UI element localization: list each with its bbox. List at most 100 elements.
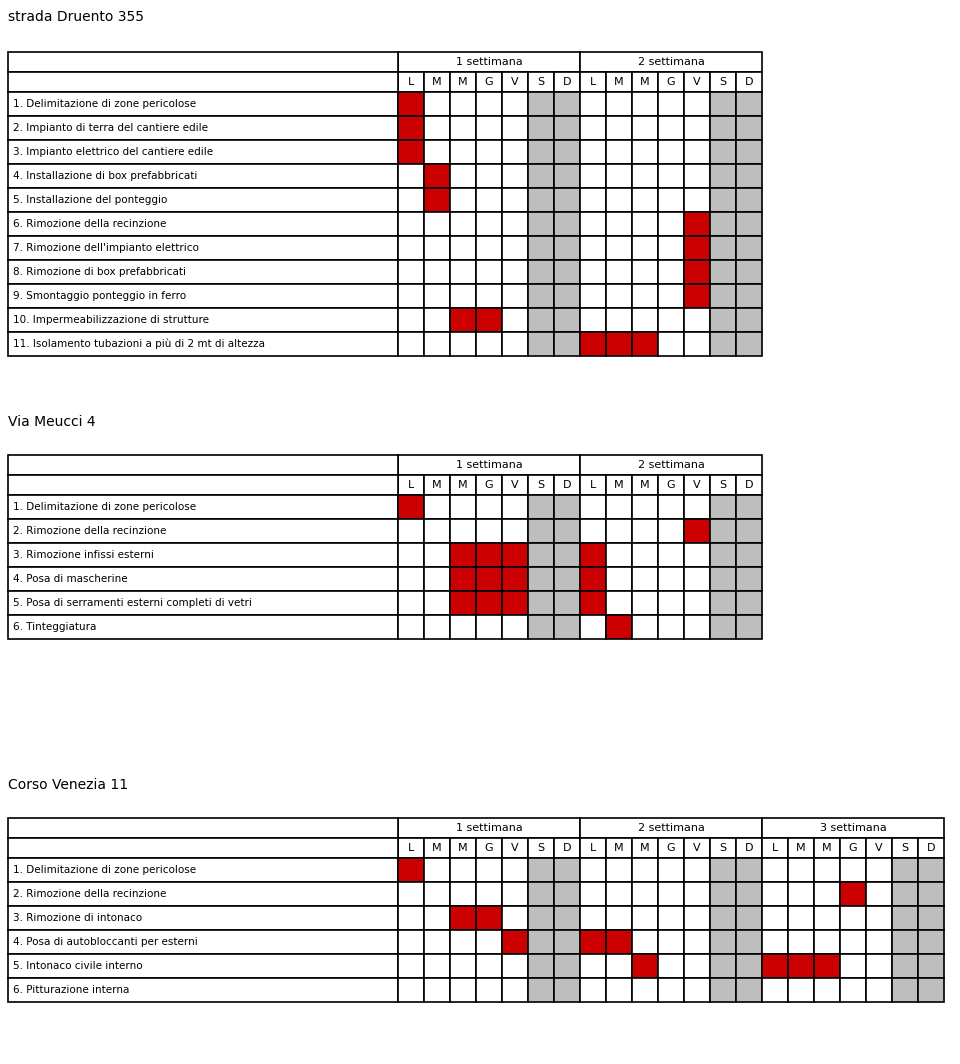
Bar	[606, 188, 632, 212]
Bar	[476, 838, 502, 858]
Bar	[450, 92, 476, 116]
Bar	[710, 567, 736, 591]
Text: G: G	[485, 77, 493, 87]
Text: M: M	[614, 843, 624, 853]
Bar	[8, 307, 398, 332]
Bar	[476, 978, 502, 1002]
Bar	[502, 591, 528, 615]
Bar	[528, 72, 554, 92]
Bar	[528, 954, 554, 978]
Bar	[424, 92, 450, 116]
Bar	[528, 332, 554, 356]
Bar	[736, 307, 762, 332]
Bar	[398, 332, 424, 356]
Bar	[502, 475, 528, 495]
Bar	[658, 543, 684, 567]
Bar	[606, 519, 632, 543]
Bar	[398, 519, 424, 543]
Bar	[762, 838, 788, 858]
Bar	[8, 907, 398, 930]
Bar	[450, 164, 476, 188]
Bar	[398, 52, 580, 72]
Bar	[450, 543, 476, 567]
Bar	[658, 907, 684, 930]
Bar	[450, 954, 476, 978]
Bar	[8, 188, 398, 212]
Bar	[658, 567, 684, 591]
Bar	[684, 307, 710, 332]
Bar	[632, 907, 658, 930]
Bar	[502, 858, 528, 882]
Text: 5. Posa di serramenti esterni completi di vetri: 5. Posa di serramenti esterni completi d…	[13, 598, 252, 608]
Bar	[8, 140, 398, 164]
Bar	[580, 332, 606, 356]
Bar	[554, 116, 580, 140]
Bar	[632, 72, 658, 92]
Bar	[658, 930, 684, 954]
Bar	[814, 907, 840, 930]
Bar	[502, 236, 528, 260]
Bar	[450, 307, 476, 332]
Bar	[736, 615, 762, 639]
Bar	[710, 954, 736, 978]
Bar	[788, 954, 814, 978]
Text: 6. Rimozione della recinzione: 6. Rimozione della recinzione	[13, 219, 166, 229]
Bar	[684, 212, 710, 236]
Bar	[476, 164, 502, 188]
Bar	[528, 188, 554, 212]
Bar	[554, 858, 580, 882]
Bar	[580, 818, 762, 838]
Bar	[8, 519, 398, 543]
Bar	[580, 954, 606, 978]
Bar	[918, 907, 944, 930]
Bar	[658, 858, 684, 882]
Text: M: M	[458, 843, 468, 853]
Bar	[502, 164, 528, 188]
Text: M: M	[640, 77, 650, 87]
Bar	[606, 284, 632, 307]
Text: 10. Impermeabilizzazione di strutture: 10. Impermeabilizzazione di strutture	[13, 315, 209, 325]
Bar	[476, 72, 502, 92]
Text: D: D	[745, 77, 754, 87]
Bar	[866, 978, 892, 1002]
Text: 9. Smontaggio ponteggio in ferro: 9. Smontaggio ponteggio in ferro	[13, 290, 186, 301]
Bar	[398, 495, 424, 519]
Bar	[450, 978, 476, 1002]
Bar	[684, 495, 710, 519]
Bar	[398, 92, 424, 116]
Bar	[632, 116, 658, 140]
Bar	[398, 212, 424, 236]
Bar	[736, 116, 762, 140]
Bar	[684, 882, 710, 907]
Bar	[736, 838, 762, 858]
Bar	[398, 858, 424, 882]
Bar	[398, 543, 424, 567]
Bar	[580, 591, 606, 615]
Bar	[502, 519, 528, 543]
Bar	[580, 567, 606, 591]
Bar	[710, 236, 736, 260]
Bar	[398, 567, 424, 591]
Bar	[606, 978, 632, 1002]
Bar	[450, 567, 476, 591]
Bar	[502, 332, 528, 356]
Bar	[632, 519, 658, 543]
Bar	[632, 858, 658, 882]
Bar	[918, 838, 944, 858]
Text: M: M	[458, 77, 468, 87]
Bar	[606, 954, 632, 978]
Bar	[450, 475, 476, 495]
Bar	[632, 567, 658, 591]
Text: S: S	[901, 843, 908, 853]
Bar	[736, 92, 762, 116]
Bar	[424, 615, 450, 639]
Bar	[762, 954, 788, 978]
Bar	[762, 907, 788, 930]
Bar	[502, 92, 528, 116]
Bar	[840, 838, 866, 858]
Bar	[658, 140, 684, 164]
Bar	[710, 188, 736, 212]
Bar	[684, 236, 710, 260]
Bar	[450, 495, 476, 519]
Bar	[684, 140, 710, 164]
